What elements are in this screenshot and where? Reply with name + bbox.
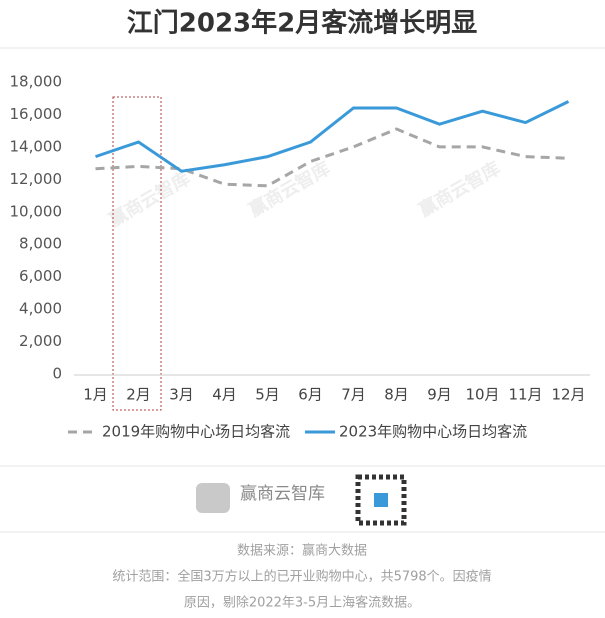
legend-label: 2023年购物中心场日均客流 <box>339 423 527 441</box>
watermark: 赢商云智库 <box>105 167 194 231</box>
plot: 0 2,000 4,000 6,000 8,000 10,000 12,000 14,000 1… <box>10 73 590 441</box>
note: 统计范围：全国3万方以上的已开业购物中心，共5798个。因疫情 <box>112 569 491 585</box>
legend-label: 2019年购物中心场日均客流 <box>102 423 290 441</box>
x-tick-label: 4月 <box>212 386 237 404</box>
y-tick-label: 14,000 <box>10 137 63 155</box>
y-tick-label: 18,000 <box>10 73 63 91</box>
qr-center <box>374 493 388 507</box>
watermarks: 赢商云智库 赢商云智库 赢商云智库 <box>105 157 504 231</box>
logo: 赢商云智库 <box>196 474 407 526</box>
x-tick-label: 12月 <box>551 386 585 404</box>
y-tick-label: 10,000 <box>10 202 63 220</box>
x-tick-label: 5月 <box>255 386 280 404</box>
x-tick-label: 9月 <box>427 386 452 404</box>
y-tick-label: 6,000 <box>19 267 62 285</box>
series-line <box>95 100 570 173</box>
y-tick-label: 16,000 <box>10 105 63 123</box>
x-tick-label: 3月 <box>169 386 194 404</box>
y-tick-label: 2,000 <box>19 332 62 350</box>
x-tick-label: 7月 <box>341 386 366 404</box>
source: 数据来源：赢商大数据 <box>237 543 367 559</box>
x-tick-label: 1月 <box>83 386 108 404</box>
x-tick-label: 6月 <box>298 386 323 404</box>
logo-icon <box>196 483 230 513</box>
y-tick-label: 12,000 <box>10 170 63 188</box>
watermark: 赢商云智库 <box>415 157 504 221</box>
chart-title: 江门2023年2月客流增长明显 <box>127 8 477 39</box>
watermark: 赢商云智库 <box>245 157 334 221</box>
note: 原因，剔除2022年3-5月上海客流数据。 <box>184 595 420 611</box>
x-tick-label: 10月 <box>465 386 499 404</box>
x-tick-label: 2月 <box>126 386 151 404</box>
x-tick-label: 8月 <box>384 386 409 404</box>
y-tick-label: 8,000 <box>19 235 62 253</box>
y-tick-label: 0 <box>52 365 62 383</box>
series-line <box>95 127 569 188</box>
x-tick-label: 11月 <box>508 386 542 404</box>
logo-text: 赢商云智库 <box>240 484 325 504</box>
highlight-box <box>112 96 162 411</box>
y-tick-label: 4,000 <box>19 300 62 318</box>
